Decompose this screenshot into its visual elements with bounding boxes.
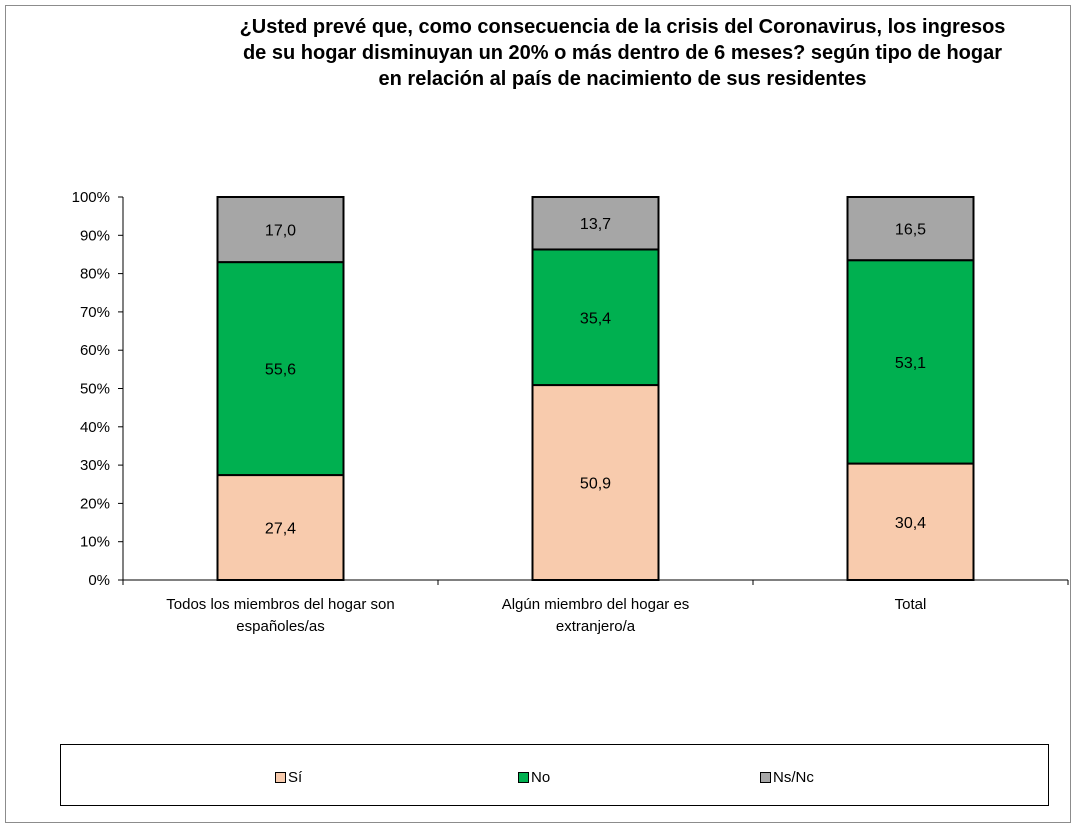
x-category-label: españoles/as (236, 618, 324, 635)
data-label: 17,0 (265, 223, 296, 240)
bar-segment (531, 248, 660, 387)
y-tick-label: 60% (80, 342, 110, 359)
bar-segment (846, 196, 975, 262)
y-tick-label: 80% (80, 266, 110, 283)
y-tick-label: 20% (80, 495, 110, 512)
chart-title-line-3: en relación al país de nacimiento de sus… (378, 68, 867, 90)
legend-swatch-no (518, 772, 529, 783)
data-label: 55,6 (265, 362, 296, 379)
data-label: 35,4 (580, 310, 611, 327)
y-tick-label: 100% (72, 189, 110, 206)
data-label: 13,7 (580, 216, 611, 233)
legend-swatch-nsnc (760, 772, 771, 783)
bar-segment (531, 384, 660, 582)
y-tick-label: 40% (80, 419, 110, 436)
bar-segment (216, 261, 345, 477)
legend-swatch-si (275, 772, 286, 783)
legend-label-nsnc: Ns/Nc (773, 769, 814, 786)
x-category-label: Total (895, 596, 927, 613)
data-label: 50,9 (580, 476, 611, 493)
y-tick-label: 30% (80, 457, 110, 474)
bar-segment (846, 259, 975, 465)
legend-item-si: Sí (275, 769, 302, 786)
bar-segment (531, 196, 660, 251)
chart-title-line-2: de su hogar disminuyan un 20% o más dent… (242, 42, 1003, 64)
data-label: 16,5 (895, 222, 926, 239)
data-label: 27,4 (265, 521, 296, 538)
bar-segment (216, 474, 345, 582)
x-category-label: Todos los miembros del hogar son (166, 596, 394, 613)
y-tick-label: 50% (80, 381, 110, 398)
data-label: 53,1 (895, 355, 926, 372)
y-tick-label: 0% (88, 572, 110, 589)
data-label: 30,4 (895, 515, 926, 532)
legend-item-nsnc: Ns/Nc (760, 769, 814, 786)
x-category-label: extranjero/a (556, 618, 636, 635)
legend-label-no: No (531, 769, 551, 786)
y-tick-label: 90% (80, 227, 110, 244)
chart-title: ¿Usted prevé que, como consecuencia de l… (170, 14, 1075, 92)
chart-title-line-1: ¿Usted prevé que, como consecuencia de l… (239, 16, 1006, 38)
y-tick-label: 10% (80, 534, 110, 551)
legend-label-si: Sí (288, 769, 303, 786)
legend-item-no: No (518, 769, 550, 786)
legend: Sí No Ns/Nc (60, 744, 1049, 806)
bar-segment (216, 196, 345, 264)
y-tick-label: 70% (80, 304, 110, 321)
x-category-label: Algún miembro del hogar es (502, 596, 690, 613)
